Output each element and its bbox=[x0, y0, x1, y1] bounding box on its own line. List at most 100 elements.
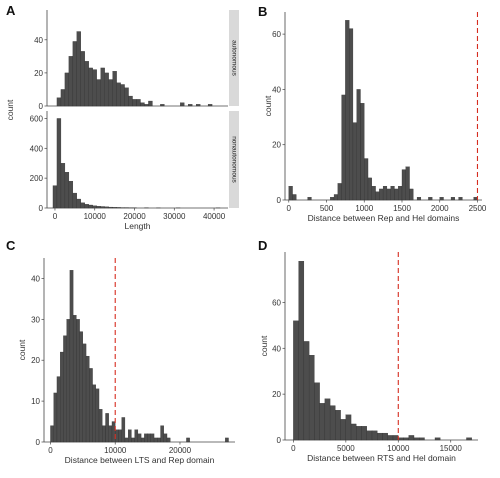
histogram-bar bbox=[398, 186, 403, 201]
y-tick-label: 60 bbox=[272, 30, 281, 39]
histogram-bar bbox=[298, 261, 305, 441]
histogram-bar bbox=[128, 429, 132, 443]
y-tick-label: 200 bbox=[30, 174, 44, 183]
histogram-bar bbox=[382, 432, 388, 441]
histogram-bar bbox=[102, 425, 106, 443]
histogram-bar bbox=[329, 405, 336, 441]
facet-strip-label: nonautonomous bbox=[230, 136, 237, 183]
histogram-bar bbox=[84, 204, 89, 209]
histogram-bar bbox=[386, 188, 391, 201]
histogram-bar bbox=[340, 419, 346, 441]
x-tick-label: 500 bbox=[320, 204, 334, 213]
histogram-bar bbox=[408, 435, 415, 441]
histogram-bar bbox=[50, 425, 54, 443]
histogram-bar bbox=[188, 104, 193, 107]
histogram-bar bbox=[428, 197, 433, 201]
histogram-bar bbox=[157, 437, 161, 443]
histogram-bar bbox=[345, 20, 350, 201]
histogram-bar bbox=[360, 103, 365, 201]
x-tick-label: 15000 bbox=[440, 444, 463, 453]
histogram-bar bbox=[63, 335, 67, 443]
histogram-bar bbox=[56, 118, 62, 209]
histogram-bar bbox=[60, 351, 64, 443]
facet-strip-label: autonomous bbox=[230, 40, 237, 77]
histogram-bar bbox=[89, 368, 93, 443]
histogram-bar bbox=[116, 82, 121, 107]
histogram-bar bbox=[52, 185, 58, 209]
y-tick-label: 0 bbox=[39, 102, 44, 111]
histogram-bar bbox=[108, 206, 113, 209]
histogram-bar bbox=[364, 158, 369, 201]
histogram-bar bbox=[293, 320, 299, 441]
histogram-bar bbox=[140, 102, 145, 107]
histogram-bar bbox=[186, 437, 190, 443]
histogram-bar bbox=[458, 197, 463, 201]
y-tick-label: 40 bbox=[272, 344, 281, 353]
histogram-bar bbox=[371, 430, 378, 441]
x-tick-label: 0 bbox=[287, 204, 292, 213]
histogram-bar bbox=[98, 409, 103, 443]
y-axis-label: count bbox=[263, 95, 273, 116]
histogram-bar bbox=[303, 341, 310, 441]
histogram-bar bbox=[76, 319, 80, 443]
histogram-bar bbox=[163, 433, 168, 443]
histogram-bar bbox=[72, 192, 77, 209]
histogram-bar bbox=[371, 186, 376, 201]
histogram-bar bbox=[416, 197, 422, 201]
histogram-bar bbox=[319, 403, 326, 441]
y-axis-label: count bbox=[5, 99, 15, 120]
y-tick-label: 0 bbox=[39, 204, 44, 213]
histogram-bar bbox=[308, 355, 315, 441]
histogram-bar bbox=[64, 172, 70, 209]
histogram-bar bbox=[92, 384, 96, 443]
histogram-bar bbox=[409, 188, 414, 201]
x-axis-label: Distance between LTS and Rep domain bbox=[65, 455, 215, 465]
histogram-bar bbox=[66, 319, 71, 443]
y-tick-label: 40 bbox=[272, 85, 281, 94]
histogram-bar bbox=[150, 433, 155, 443]
histogram-bar bbox=[307, 197, 312, 201]
facet-strip bbox=[229, 111, 239, 208]
histogram-bar bbox=[382, 186, 388, 201]
y-tick-label: 0 bbox=[36, 438, 41, 447]
x-tick-label: 0 bbox=[53, 212, 58, 221]
histogram-bar bbox=[121, 417, 126, 443]
histogram-bar bbox=[84, 61, 89, 107]
histogram-bar bbox=[390, 186, 395, 201]
histogram-bar bbox=[82, 343, 87, 443]
histogram-bar bbox=[314, 382, 320, 441]
histogram-bar bbox=[104, 206, 109, 209]
histogram-bar bbox=[144, 433, 148, 443]
histogram-bar bbox=[356, 89, 361, 201]
histogram-bar bbox=[137, 433, 142, 443]
histogram-bar bbox=[80, 51, 85, 107]
histogram-bar bbox=[366, 430, 373, 441]
histogram-bar bbox=[466, 437, 472, 441]
histogram-bar bbox=[116, 207, 121, 209]
histogram-bar bbox=[361, 426, 367, 441]
x-tick-label: 1000 bbox=[355, 204, 373, 213]
histogram-bar bbox=[398, 437, 404, 441]
histogram-bar bbox=[100, 67, 105, 107]
histogram-bar bbox=[95, 388, 100, 443]
histogram-bar bbox=[56, 376, 61, 443]
histogram-bar bbox=[147, 433, 151, 443]
x-tick-label: 40000 bbox=[203, 212, 226, 221]
histogram-bar bbox=[85, 355, 90, 443]
histogram-bar bbox=[330, 197, 335, 201]
histogram-bar bbox=[367, 177, 372, 201]
y-tick-label: 30 bbox=[31, 315, 40, 324]
x-tick-label: 2500 bbox=[469, 204, 487, 213]
histogram-bar bbox=[105, 413, 109, 443]
histogram-bar bbox=[112, 207, 117, 209]
facet-strip bbox=[229, 10, 239, 106]
histogram-bar bbox=[76, 198, 81, 209]
histogram-bar bbox=[375, 191, 380, 201]
histogram-bar bbox=[349, 28, 354, 201]
histogram-bar bbox=[104, 72, 109, 107]
histogram-bar bbox=[148, 100, 153, 107]
histogram-bar bbox=[473, 197, 478, 201]
y-tick-label: 60 bbox=[272, 298, 281, 307]
histogram-bar bbox=[379, 188, 384, 201]
